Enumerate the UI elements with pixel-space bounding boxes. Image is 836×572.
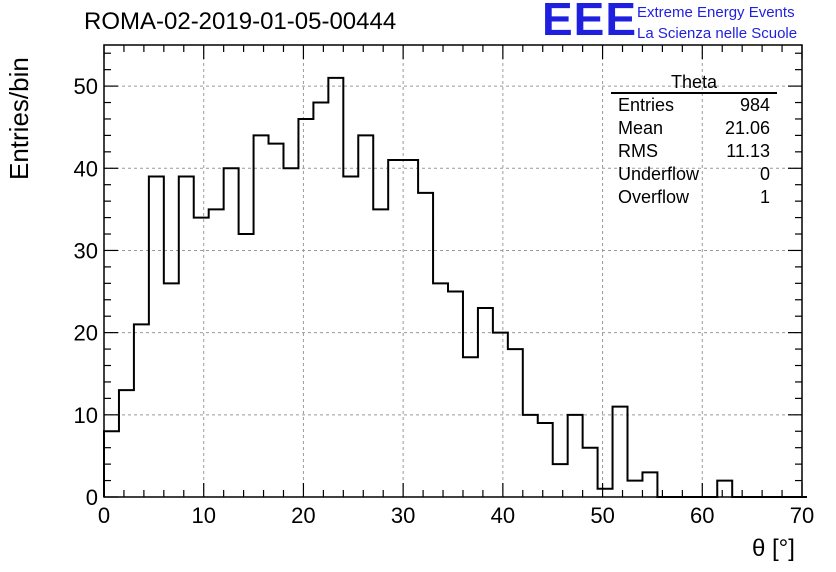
histogram-bin bbox=[283, 168, 298, 497]
y-tick-label: 40 bbox=[74, 156, 98, 181]
x-tick-label: 20 bbox=[291, 503, 315, 528]
stat-value: 984 bbox=[739, 95, 770, 115]
histogram-bin bbox=[508, 349, 523, 497]
y-tick-label: 30 bbox=[74, 238, 98, 263]
histogram-bin bbox=[463, 357, 478, 497]
x-axis-label: θ [°] bbox=[752, 535, 795, 562]
stat-label: Overflow bbox=[618, 187, 690, 207]
axes bbox=[103, 44, 803, 498]
x-tick-label: 60 bbox=[690, 503, 714, 528]
logo-subtitle-2: La Scienza nelle Scuole bbox=[637, 25, 798, 42]
chart-title: ROMA-02-2019-01-05-00444 bbox=[84, 8, 397, 35]
histogram-bin bbox=[254, 135, 269, 497]
histogram-bin bbox=[493, 333, 508, 497]
histogram-bin bbox=[583, 448, 598, 497]
histogram-bin bbox=[523, 415, 538, 497]
histogram-bin bbox=[418, 193, 433, 497]
x-tick-label: 10 bbox=[191, 503, 215, 528]
histogram-bin bbox=[224, 168, 239, 497]
histogram-bin bbox=[343, 176, 358, 497]
histogram-bin bbox=[628, 481, 643, 497]
histogram-outline bbox=[103, 76, 807, 498]
stat-row-overflow: Overflow 1 bbox=[611, 186, 777, 209]
histogram-bin bbox=[568, 415, 583, 497]
histogram-bin bbox=[373, 209, 388, 497]
stat-label: RMS bbox=[618, 141, 658, 161]
x-tick-label: 0 bbox=[98, 503, 110, 528]
histogram-bin bbox=[134, 324, 149, 497]
histogram-step-line bbox=[103, 76, 807, 498]
histogram-bin bbox=[269, 144, 284, 497]
stat-value: 1 bbox=[759, 187, 770, 207]
histogram-bin bbox=[209, 209, 224, 497]
histogram-bin bbox=[179, 176, 194, 497]
histogram-bin bbox=[433, 283, 448, 497]
stat-row-entries: Entries 984 bbox=[611, 94, 777, 117]
x-tick-label: 30 bbox=[391, 503, 415, 528]
stat-value: 21.06 bbox=[724, 118, 770, 138]
histogram-bin bbox=[119, 390, 134, 497]
histogram-bin bbox=[298, 119, 313, 497]
histogram-bin bbox=[149, 176, 164, 497]
histogram-bin bbox=[313, 103, 328, 497]
stat-row-underflow: Underflow 0 bbox=[611, 163, 777, 186]
y-tick-label: 50 bbox=[74, 74, 98, 99]
histogram-bin bbox=[328, 78, 343, 497]
stat-row-mean: Mean 21.06 bbox=[611, 117, 777, 140]
histogram-bin bbox=[642, 472, 657, 497]
x-tick-label: 70 bbox=[790, 503, 814, 528]
histogram-bin bbox=[598, 489, 613, 497]
grid-lines bbox=[104, 45, 802, 497]
x-tick-label: 40 bbox=[491, 503, 515, 528]
histogram-bin bbox=[403, 160, 418, 497]
x-tick-label: 50 bbox=[590, 503, 614, 528]
plot-frame bbox=[103, 44, 803, 498]
y-tick-label: 10 bbox=[74, 403, 98, 428]
stats-title: Theta bbox=[611, 72, 777, 94]
stat-row-rms: RMS 11.13 bbox=[611, 140, 777, 163]
histogram-bin bbox=[194, 218, 209, 497]
y-tick-label: 0 bbox=[86, 485, 98, 510]
y-tick-label: 20 bbox=[74, 321, 98, 346]
histogram-bin bbox=[358, 135, 373, 497]
histogram-bin bbox=[388, 160, 403, 497]
histogram-bin bbox=[613, 407, 628, 497]
stat-label: Mean bbox=[618, 118, 664, 138]
histogram-bin bbox=[717, 481, 732, 497]
stats-box: Theta Entries 984 Mean 21.06 RMS 11.13 U… bbox=[611, 72, 777, 209]
histogram-bin bbox=[448, 292, 463, 497]
logo-subtitle-1: Extreme Energy Events bbox=[637, 4, 795, 21]
y-axis-label: Entries/bin bbox=[4, 57, 34, 180]
histogram-bin bbox=[478, 308, 493, 497]
histogram-bin bbox=[164, 283, 179, 497]
histogram-bin bbox=[553, 464, 568, 497]
histogram-bin bbox=[538, 423, 553, 497]
stat-label: Underflow bbox=[618, 164, 700, 184]
eee-logo: EEE bbox=[542, 0, 638, 45]
stat-value: 11.13 bbox=[726, 141, 770, 161]
stat-label: Entries bbox=[618, 95, 675, 115]
histogram-bin bbox=[239, 234, 254, 497]
stat-value: 0 bbox=[759, 164, 770, 184]
